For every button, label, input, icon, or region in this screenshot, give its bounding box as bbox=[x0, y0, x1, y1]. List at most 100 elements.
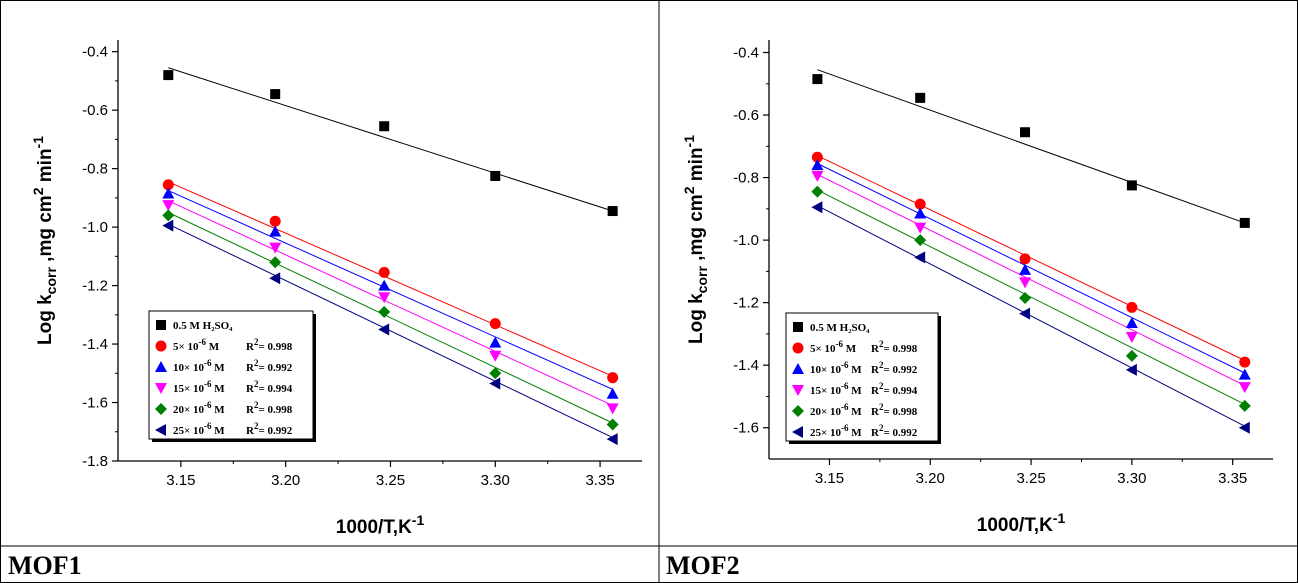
data-point bbox=[1126, 301, 1138, 313]
legend-marker bbox=[155, 340, 167, 352]
data-point bbox=[1019, 277, 1032, 289]
data-point bbox=[914, 234, 927, 247]
data-point bbox=[914, 207, 927, 219]
legend-r2: R2= 0.992 bbox=[871, 423, 918, 439]
fit-line bbox=[168, 212, 613, 424]
fit-line bbox=[168, 190, 613, 390]
data-point bbox=[606, 403, 619, 415]
data-point bbox=[607, 206, 618, 217]
data-point bbox=[489, 318, 501, 330]
legend-label: 5× 10-6 M bbox=[173, 337, 220, 353]
data-point bbox=[1125, 349, 1138, 362]
data-point bbox=[489, 367, 502, 380]
legend-label: 15× 10-6 M bbox=[810, 381, 862, 397]
legend-r2: R2= 0.992 bbox=[246, 358, 293, 374]
data-point bbox=[1238, 382, 1251, 394]
fit-line bbox=[817, 155, 1245, 361]
y-tick-label: -0.4 bbox=[733, 45, 759, 62]
y-tick-label: -0.8 bbox=[733, 170, 759, 187]
data-point bbox=[811, 159, 824, 171]
data-point bbox=[490, 170, 501, 181]
data-point bbox=[162, 187, 175, 199]
data-point bbox=[914, 222, 927, 234]
data-point bbox=[378, 292, 391, 304]
x-tick-label: 3.30 bbox=[1117, 470, 1146, 487]
legend-marker bbox=[792, 363, 804, 374]
fit-line bbox=[168, 223, 613, 439]
legend-label: 10× 10-6 M bbox=[810, 360, 862, 376]
data-point bbox=[269, 242, 282, 254]
y-tick-label: -1.2 bbox=[82, 278, 108, 295]
x-tick-label: 3.20 bbox=[271, 472, 300, 489]
data-point bbox=[378, 266, 390, 278]
legend-label: 20× 10-6 M bbox=[173, 400, 225, 416]
data-point bbox=[1019, 253, 1031, 265]
x-tick-label: 3.30 bbox=[481, 472, 510, 489]
y-tick-label: -0.6 bbox=[733, 107, 759, 124]
legend-box bbox=[785, 312, 939, 442]
legend: 0.5 M H₂SO₄ 5× 10-6 M R2= 0.998 10× 10-6 M R… bbox=[148, 310, 316, 442]
x-tick-label: 3.35 bbox=[585, 472, 614, 489]
y-tick-label: -0.6 bbox=[82, 102, 108, 119]
legend-marker bbox=[155, 403, 167, 415]
data-point bbox=[1238, 399, 1251, 412]
legend-r2: R2= 0.994 bbox=[246, 379, 293, 395]
fit-line bbox=[817, 174, 1245, 386]
data-point bbox=[811, 201, 823, 214]
data-point bbox=[269, 225, 282, 237]
data-point bbox=[1238, 421, 1250, 434]
legend-box bbox=[148, 310, 314, 440]
data-point bbox=[378, 323, 390, 336]
y-tick-label: -0.4 bbox=[82, 44, 108, 61]
data-point bbox=[269, 256, 282, 269]
data-point bbox=[489, 350, 502, 362]
data-point bbox=[489, 377, 501, 390]
data-point bbox=[378, 305, 391, 318]
data-point bbox=[1239, 217, 1250, 228]
data-point bbox=[270, 89, 281, 100]
legend-r2: R2= 0.998 bbox=[871, 402, 918, 418]
legend-marker bbox=[792, 342, 804, 354]
y-tick-label: -1.0 bbox=[82, 219, 108, 236]
y-tick-label: -1.8 bbox=[82, 453, 108, 470]
y-tick-label: -1.6 bbox=[733, 420, 759, 437]
data-point bbox=[1019, 307, 1031, 320]
data-point bbox=[607, 372, 619, 384]
data-point bbox=[811, 151, 823, 163]
fit-line bbox=[817, 189, 1246, 405]
data-point bbox=[914, 198, 926, 210]
fit-line bbox=[817, 69, 1245, 224]
legend-marker bbox=[793, 322, 803, 332]
legend-r2: R2= 0.998 bbox=[246, 337, 293, 353]
x-tick-label: 3.25 bbox=[1016, 470, 1045, 487]
legend-marker bbox=[792, 405, 804, 417]
data-point bbox=[1125, 363, 1137, 376]
legend-label: 25× 10-6 M bbox=[173, 421, 225, 437]
legend-label: 5× 10-6 M bbox=[810, 339, 857, 355]
fit-line bbox=[168, 181, 613, 377]
legend-label: 15× 10-6 M bbox=[173, 379, 225, 395]
legend-r2: R2= 0.992 bbox=[871, 360, 918, 376]
legend-marker bbox=[792, 426, 803, 438]
legend-r2: R2= 0.998 bbox=[871, 339, 918, 355]
data-point bbox=[812, 74, 823, 85]
data-point bbox=[378, 279, 391, 291]
data-point bbox=[269, 215, 281, 227]
legend-r2: R2= 0.994 bbox=[871, 381, 918, 397]
data-point bbox=[1126, 180, 1137, 191]
legend-r2: R2= 0.992 bbox=[246, 421, 293, 437]
legend-label: 20× 10-6 M bbox=[810, 402, 862, 418]
fit-line bbox=[817, 163, 1245, 374]
data-point bbox=[1125, 316, 1138, 328]
legend-marker bbox=[155, 424, 166, 436]
legend-label: 25× 10-6 M bbox=[810, 423, 862, 439]
data-point bbox=[162, 179, 174, 191]
y-axis-label: Log kcorr ,mg cm2 min-1 bbox=[681, 135, 710, 344]
data-point bbox=[1020, 127, 1031, 138]
data-point bbox=[811, 185, 824, 198]
data-point bbox=[269, 272, 281, 285]
data-point bbox=[1239, 356, 1251, 368]
chart-mof1: 3.15 3.20 3.25 3.30 3.35 -0.4 -0.6 -0.8 -1.0 -1.2… bbox=[30, 40, 642, 538]
y-tick-label: -1.0 bbox=[733, 232, 759, 249]
